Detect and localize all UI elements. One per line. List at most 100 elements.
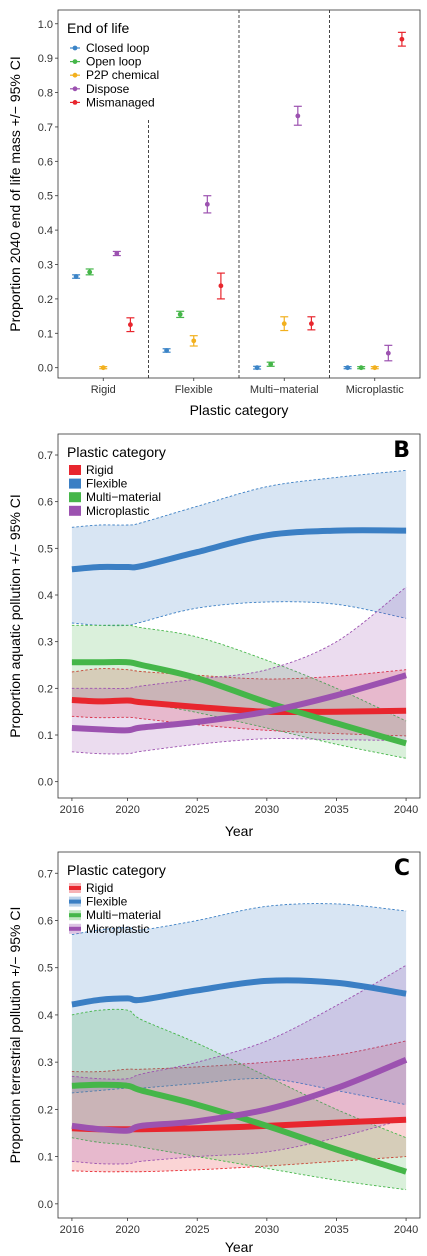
panel-a-point: [268, 361, 274, 367]
panel-b-legend-title: Plastic category: [67, 444, 166, 460]
panel-a-point: [73, 274, 79, 279]
panel-b-legend-key: [69, 478, 81, 489]
panel-c-xtick-label: 2025: [185, 1224, 209, 1236]
panel-c-ci-lower: [71, 1137, 407, 1191]
panel-a-point: [372, 365, 378, 371]
panel-b-xtick-label: 2035: [324, 804, 348, 816]
panel-c-ytick-label: 0.3: [38, 1057, 53, 1069]
panel-a-legend-label: Closed loop: [86, 41, 150, 55]
panel-b-ytick-label: 0.6: [38, 497, 53, 509]
panel-c-ci-upper: [71, 964, 407, 1080]
panel-c-legend-label: Multi−material: [86, 908, 161, 922]
panel-b-series-line: [71, 697, 407, 716]
panel-a-legend-key: [72, 100, 78, 105]
panel-a-xtick-label: Microplastic: [346, 384, 405, 396]
panel-a-point: [127, 322, 133, 328]
panel-a-legend-label: Mismanaged: [86, 95, 155, 109]
panel-b-letter: B: [393, 438, 410, 463]
panel-a-ytick-label: 0.4: [38, 225, 53, 237]
panel-a-legend-key: [72, 72, 78, 78]
panel-a-point: [114, 251, 120, 256]
panel-a-point: [218, 283, 224, 289]
panel-a-xtick-label: Flexible: [175, 384, 213, 396]
panel-b-legend-label: Microplastic: [86, 504, 149, 518]
panel-c-xtick-label: 2020: [115, 1224, 139, 1236]
panel-b-legend-label: Flexible: [86, 477, 128, 491]
panel-b-xtick-label: 2040: [394, 804, 418, 816]
panel-a-legend-key: [72, 59, 78, 64]
panel-a-ytick-label: 0.6: [38, 156, 53, 168]
panel-a-ytick-label: 0.8: [38, 88, 53, 100]
panel-a-point: [399, 36, 405, 42]
panel-b-xtick-label: 2025: [185, 804, 209, 816]
panel-c-ytick-label: 0.4: [38, 1010, 53, 1022]
panel-a-point: [87, 269, 93, 275]
panel-c-ytick-label: 0.6: [38, 915, 53, 927]
panel-b-legend-key: [69, 505, 81, 516]
panel-a-point: [281, 321, 287, 327]
panel-c-legend-key-line: [69, 926, 81, 931]
panel-c-legend-title: Plastic category: [67, 862, 166, 878]
panel-a-point: [385, 350, 391, 356]
panel-c-legend: Plastic category RigidFlexibleMulti−mater…: [67, 862, 166, 936]
panel-b-legend-label: Rigid: [86, 463, 113, 477]
panel-c-xtick-label: 2030: [255, 1224, 279, 1236]
panel-c-legend-key-line: [69, 886, 81, 890]
panel-c-ci-upper: [71, 1040, 407, 1073]
panel-c-ylabel: Proportion terrestrial pollution +/− 95%…: [7, 907, 23, 1164]
panel-a-xtick-label: Rigid: [91, 384, 116, 396]
panel-b-xlabel: Year: [225, 823, 254, 839]
panel-c-xlabel: Year: [225, 1239, 254, 1255]
panel-b-ytick-label: 0.0: [38, 777, 53, 789]
panel-c-series-line: [71, 1081, 408, 1175]
panel-c-xtick-label: 2035: [324, 1224, 348, 1236]
panel-b-ytick-label: 0.7: [38, 450, 53, 462]
panel-c-ci-band: [71, 903, 407, 1105]
panel-c-legend-label: Rigid: [86, 881, 113, 895]
panel-c: Proportion terrestrial pollution +/− 95%…: [7, 851, 421, 1255]
panel-a-ytick-label: 0.1: [38, 328, 53, 340]
panel-b-ci-upper: [71, 624, 407, 722]
panel-a-legend-label: Open loop: [86, 55, 142, 69]
panel-a-legend-label: P2P chemical: [86, 68, 159, 82]
panel-a-ytick-label: 1.0: [38, 19, 53, 31]
panel-b-ci-upper: [71, 668, 407, 680]
panel-a-xlabel: Plastic category: [190, 402, 289, 418]
panel-b-ci-lower: [71, 738, 407, 755]
panel-c-ytick-label: 0.2: [38, 1104, 53, 1116]
panel-b-xtick-label: 2020: [115, 804, 139, 816]
panel-b-legend: Plastic category RigidFlexibleMulti−mater…: [67, 444, 166, 518]
panel-c-ci-lower: [71, 1078, 407, 1106]
panel-a-ytick-label: 0.0: [38, 363, 53, 375]
panel-c-ci-band: [71, 965, 407, 1164]
panel-a: A Proportion 2040 end of life mass +/− 9…: [7, 9, 421, 418]
panel-b-frame: [57, 433, 421, 799]
panel-c-legend-label: Flexible: [86, 895, 128, 909]
panel-c-ytick-label: 0.5: [38, 963, 53, 975]
panel-a-point: [358, 365, 364, 371]
panel-a-legend-key: [72, 45, 78, 51]
panel-b-series-line: [71, 527, 407, 573]
panel-c-ytick-label: 0.7: [38, 868, 53, 880]
panel-c-xtick-label: 2040: [394, 1224, 418, 1236]
panel-a-point: [309, 321, 314, 327]
panel-a-point: [164, 348, 170, 353]
panel-a-point: [191, 338, 197, 344]
panel-a-point: [254, 365, 260, 371]
panel-a-ytick-label: 0.9: [38, 53, 53, 65]
panel-c-letter: C: [394, 856, 410, 881]
panel-a-legend-title: End of life: [67, 20, 129, 36]
panel-b-ytick-label: 0.4: [38, 590, 53, 602]
panel-b-legend-key: [69, 465, 81, 475]
panel-a-ytick-label: 0.2: [38, 294, 53, 306]
panel-a-point: [177, 311, 183, 317]
panel-a-ylabel: Proportion 2040 end of life mass +/− 95%…: [7, 56, 23, 332]
panel-c-series-line: [71, 977, 407, 1008]
panel-c-ci-band: [71, 1040, 407, 1172]
panel-c-ytick-label: 0.0: [38, 1199, 53, 1211]
panel-c-legend-label: Microplastic: [86, 922, 149, 936]
panel-a-legend-key: [72, 86, 78, 92]
panel-a-xtick-label: Multi−material: [250, 384, 319, 396]
panel-b-ytick-label: 0.1: [38, 730, 53, 742]
